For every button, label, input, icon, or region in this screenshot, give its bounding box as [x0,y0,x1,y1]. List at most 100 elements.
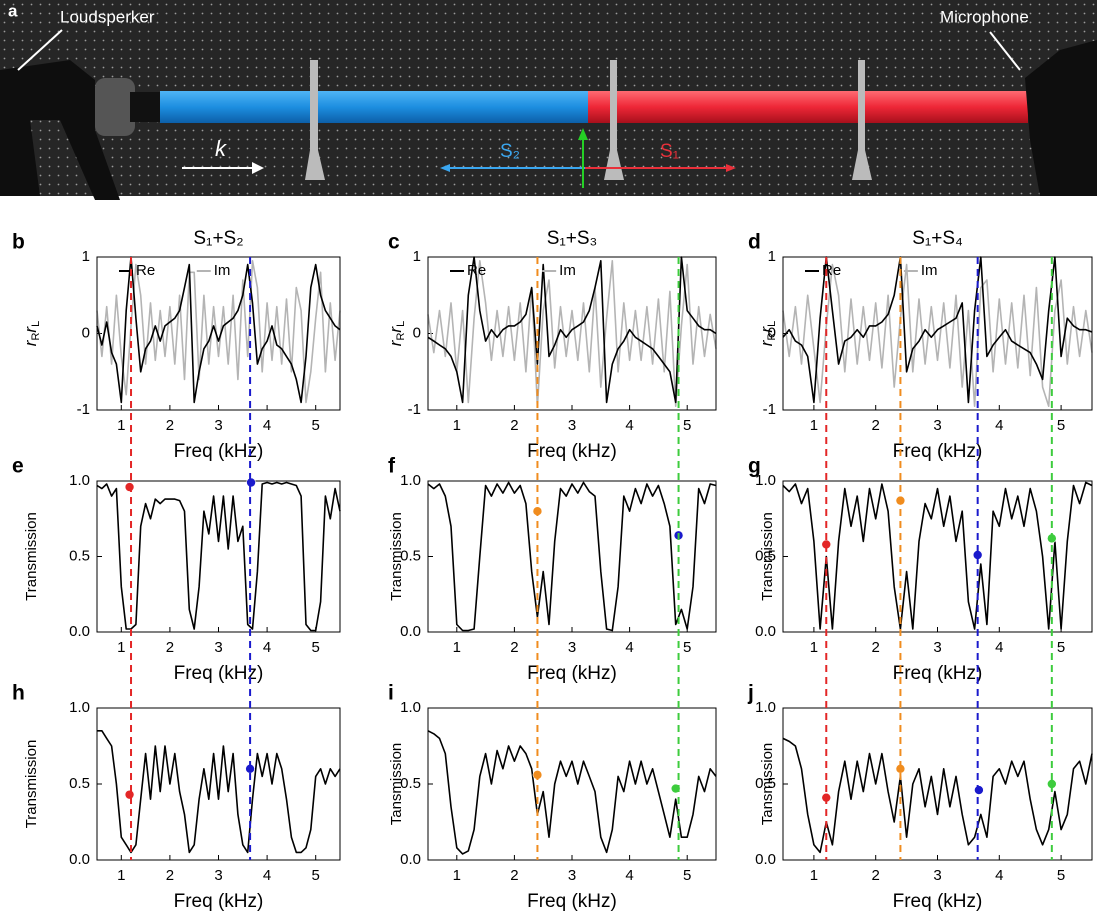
y-tick-label: 0.5 [69,547,90,564]
y-tick-label: 1.0 [69,472,90,489]
tube-joint [130,92,162,122]
panel-title: S₁+S₄ [912,228,963,249]
x-tick-label: 1 [117,867,125,884]
x-tick-label: 2 [166,639,174,656]
x-tick-label: 2 [510,639,518,656]
y-tick-label: 1.0 [755,472,776,489]
y-tick-label: 1.0 [755,699,776,716]
segment-label: S₁ [660,141,679,162]
x-axis-title: Freq (kHz) [527,441,617,462]
y-tick-label: 0.5 [755,547,776,564]
panel-letter: j [747,682,754,705]
x-tick-label: 3 [214,639,222,656]
x-tick-label: 5 [683,417,691,434]
marker [974,786,983,795]
x-tick-label: 5 [312,639,320,656]
y-tick-label: -1 [77,401,90,418]
panel-letter: e [12,455,24,478]
y-tick-label: 1 [768,248,776,265]
y-tick-label: -1 [763,401,776,418]
data-line [783,483,1092,630]
panel-letter: c [388,231,400,254]
y-tick-label: 0.0 [69,851,90,868]
x-tick-label: 4 [625,867,633,884]
panel-title: S₁+S₃ [547,228,598,249]
panel-letter: f [388,455,396,478]
y-tick-label: 0 [82,324,90,341]
y-axis-title-part: L [395,321,407,327]
x-axis-title: Freq (kHz) [893,441,983,462]
x-tick-label: 3 [568,417,576,434]
x-tick-label: 1 [453,639,461,656]
loudspeaker-ring [95,78,135,136]
x-tick-label: 4 [995,867,1003,884]
y-tick-label: 0.5 [69,775,90,792]
x-tick-label: 3 [933,867,941,884]
x-tick-label: 5 [683,867,691,884]
x-tick-label: 5 [312,417,320,434]
y-axis-title-part: L [30,321,42,327]
y-tick-label: 1.0 [400,699,421,716]
y-tick-label: 1.0 [69,699,90,716]
x-tick-label: 5 [1057,417,1065,434]
x-tick-label: 1 [453,417,461,434]
x-tick-label: 4 [625,639,633,656]
x-tick-label: 3 [214,417,222,434]
x-tick-label: 3 [933,417,941,434]
panel-letter: d [748,231,761,254]
x-tick-label: 4 [995,417,1003,434]
y-axis-title: Transmission [23,512,40,601]
legend-label: Re [467,262,486,279]
x-tick-label: 2 [872,417,880,434]
x-tick-label: 1 [117,417,125,434]
y-axis-title: Transmission [23,740,40,829]
x-tick-label: 4 [263,867,271,884]
x-tick-label: 4 [263,639,271,656]
x-tick-label: 1 [810,639,818,656]
x-tick-label: 4 [263,417,271,434]
wave-vector-label: k [215,136,227,161]
y-tick-label: 1 [82,248,90,265]
x-tick-label: 3 [933,639,941,656]
x-tick-label: 4 [625,417,633,434]
y-tick-label: 0.0 [400,623,421,640]
legend-label: Im [921,262,938,279]
tube-segment-s2 [160,91,588,123]
plot-frame [428,481,716,632]
legend-label: Im [214,262,231,279]
microphone-label: Microphone [940,7,1029,26]
x-tick-label: 2 [166,867,174,884]
plot-frame [783,481,1092,632]
x-tick-label: 1 [117,639,125,656]
y-tick-label: 0.0 [755,623,776,640]
y-tick-label: 0.5 [755,775,776,792]
y-tick-label: 0.5 [400,547,421,564]
y-tick-label: 1 [413,248,421,265]
x-tick-label: 2 [872,639,880,656]
panel: dS₁+S₄rRrLFreq (kHz)-10112345ReIm [748,228,1092,462]
page: a Loudsperker Microphone k S₂ S₁ bS₁+S₂r… [0,0,1097,922]
panel-letter: a [8,1,18,20]
x-tick-label: 3 [568,639,576,656]
photo: a Loudsperker Microphone k S₂ S₁ [0,0,1097,200]
loudspeaker-label: Loudsperker [60,7,155,26]
x-tick-label: 3 [568,867,576,884]
data-line [428,483,716,631]
y-axis-title-part: R [395,333,407,341]
panel-letter: i [388,682,394,705]
x-tick-label: 1 [810,417,818,434]
x-tick-label: 1 [810,867,818,884]
y-axis-title: rRrL [21,321,41,346]
x-axis-title: Freq (kHz) [527,891,617,912]
data-line [97,731,340,853]
marker [125,483,134,492]
y-tick-label: 1.0 [400,472,421,489]
x-tick-label: 5 [683,639,691,656]
legend-label: Im [559,262,576,279]
